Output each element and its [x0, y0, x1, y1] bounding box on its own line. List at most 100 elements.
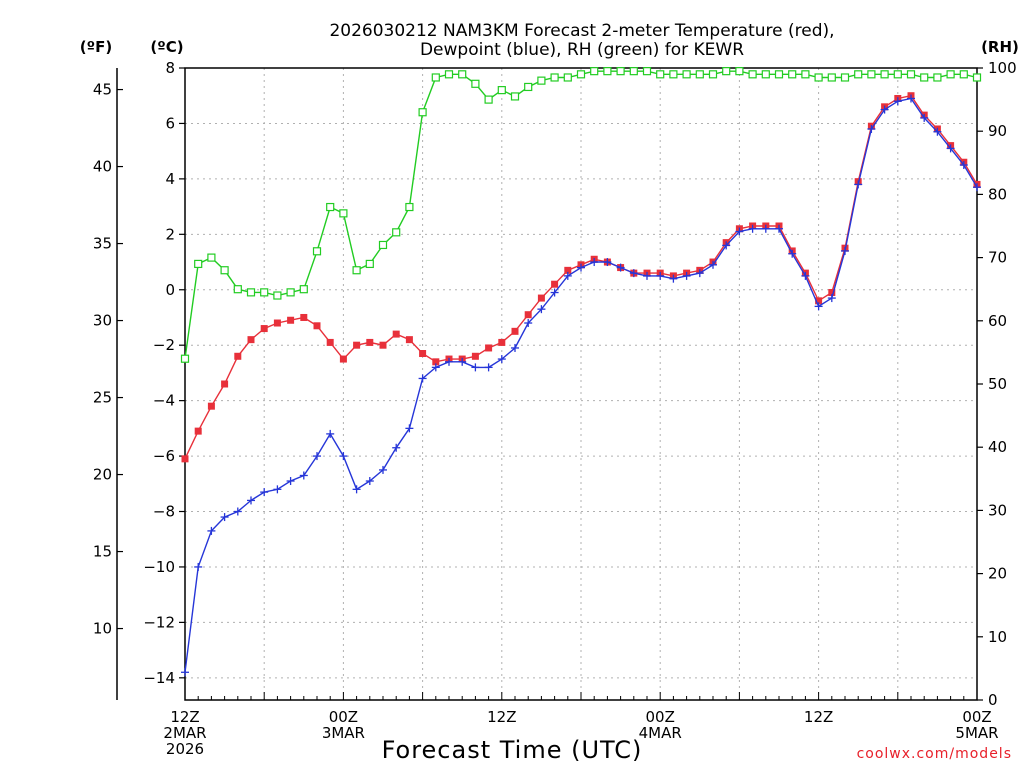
- celsius-tick-label: −4: [153, 392, 175, 410]
- rh-point: [616, 67, 625, 76]
- rh-point: [880, 70, 889, 79]
- temperature-point: [405, 336, 413, 344]
- rh-point: [524, 82, 533, 92]
- temperature-point: [221, 380, 229, 388]
- dewpoint-point: [220, 513, 229, 522]
- rh-point: [854, 70, 863, 79]
- celsius-tick-label: 8: [165, 59, 175, 77]
- rh-point: [788, 70, 797, 79]
- temperature-point: [260, 325, 268, 333]
- rh-point: [444, 70, 454, 79]
- dewpoint-point: [418, 374, 427, 383]
- temperature-point: [247, 336, 255, 344]
- rh-point: [576, 70, 586, 79]
- dewpoint-point: [326, 429, 335, 438]
- axes-layer: 86420−2−4−6−8−10−12−14454035302520151010…: [93, 59, 1017, 758]
- celsius-tick-label: 4: [165, 170, 175, 188]
- rh-point: [972, 73, 982, 82]
- rh-point: [735, 67, 744, 76]
- dewpoint-point: [920, 113, 929, 122]
- rh-point: [312, 247, 322, 256]
- rh-point: [774, 70, 784, 79]
- temperature-point: [828, 289, 836, 297]
- rh-point: [669, 70, 678, 79]
- rh-point: [814, 73, 823, 82]
- temperature-point: [366, 338, 374, 346]
- rh-tick-label: 60: [988, 312, 1007, 330]
- rh-point: [801, 70, 810, 79]
- rh-point: [603, 67, 612, 76]
- rh-point: [629, 67, 638, 76]
- dewpoint-point: [431, 363, 440, 372]
- dewpoint-point: [233, 507, 242, 516]
- temperature-point: [471, 352, 479, 360]
- dewpoint-point: [379, 465, 387, 474]
- dewpoint-point: [827, 294, 836, 303]
- rh-point: [405, 202, 414, 212]
- dewpoint-point: [854, 180, 863, 189]
- dewpoint-point: [484, 363, 493, 372]
- dewpoint-point: [405, 424, 414, 433]
- rh-tick-label: 80: [988, 185, 1007, 203]
- rh-tick-label: 10: [988, 628, 1007, 646]
- dewpoint-point: [656, 271, 665, 280]
- x-tick-label: 2MAR: [163, 724, 206, 742]
- x-tick-label: 12Z: [170, 708, 199, 726]
- dewpoint-point: [907, 94, 915, 103]
- temperature-point: [207, 402, 215, 410]
- dewpoint-point: [299, 471, 308, 480]
- dewpoint-point: [577, 263, 585, 272]
- fahrenheit-tick-label: 40: [93, 158, 112, 176]
- dewpoint-point: [695, 269, 704, 278]
- dewpoint-point: [603, 258, 612, 267]
- temperature-point: [287, 316, 295, 324]
- celsius-tick-label: −6: [153, 447, 175, 465]
- dewpoint-point: [247, 496, 255, 505]
- temperature-point: [313, 322, 321, 330]
- grid-layer: [185, 68, 977, 700]
- rh-point: [867, 70, 876, 79]
- rh-point: [893, 70, 902, 79]
- rh-point: [418, 108, 427, 117]
- rh-tick-label: 0: [988, 691, 998, 709]
- rh-tick-label: 90: [988, 122, 1007, 140]
- rh-tick-label: 40: [988, 438, 1007, 456]
- dewpoint-point: [471, 363, 480, 372]
- temperature-point: [326, 338, 334, 346]
- celsius-tick-label: −2: [153, 336, 175, 354]
- rh-point: [563, 73, 572, 82]
- dewpoint-point: [511, 343, 519, 352]
- rh-tick-label: 20: [988, 565, 1007, 583]
- chart-title-line2: Dewpoint (blue), RH (green) for KEWR: [420, 40, 744, 60]
- fahrenheit-tick-label: 25: [93, 389, 112, 407]
- dewpoint-point: [616, 263, 625, 272]
- celsius-tick-label: −8: [153, 503, 175, 521]
- celsius-tick-label: −14: [143, 669, 175, 687]
- dewpoint-point: [590, 258, 599, 267]
- x-axis-title: Forecast Time (UTC): [382, 736, 643, 764]
- dewpoint-point: [893, 97, 902, 106]
- chart-title-line1: 2026030212 NAM3KM Forecast 2-meter Tempe…: [329, 21, 834, 41]
- dewpoint-point: [365, 477, 374, 486]
- rh-point: [959, 70, 968, 79]
- fahrenheit-tick-label: 15: [93, 543, 112, 561]
- dewpoint-point: [709, 260, 717, 269]
- dewpoint-point: [392, 443, 401, 452]
- dewpoint-point: [563, 271, 572, 280]
- rh-point: [510, 92, 520, 101]
- rh-point: [207, 253, 216, 262]
- rh-point: [260, 288, 269, 297]
- temperature-point: [432, 358, 440, 366]
- dewpoint-point: [722, 241, 731, 250]
- temperature-point: [379, 341, 387, 349]
- rh-point: [220, 266, 229, 275]
- fahrenheit-tick-label: 10: [93, 620, 112, 638]
- dewpoint-point: [788, 249, 797, 258]
- celsius-tick-label: 0: [165, 281, 175, 299]
- temperature-point: [339, 355, 347, 363]
- temperature-point: [498, 338, 506, 346]
- dewpoint-point: [933, 127, 942, 136]
- x-tick-label: 00Z: [329, 708, 358, 726]
- dewpoint-point: [629, 269, 638, 278]
- temperature-point: [234, 352, 242, 360]
